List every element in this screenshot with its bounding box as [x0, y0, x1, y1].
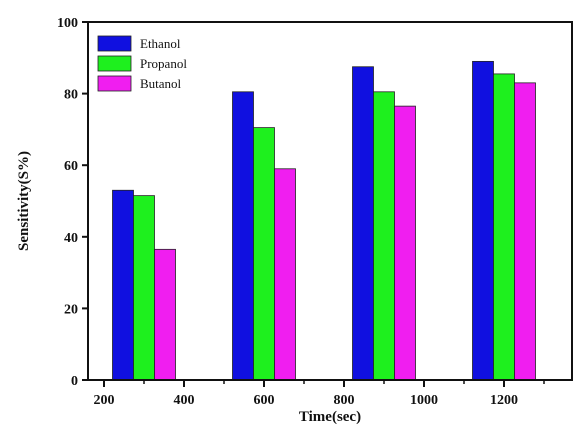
bar-ethanol-900: [352, 66, 374, 381]
bar-propanol-1200: [493, 73, 515, 381]
bar-propanol-900: [373, 91, 395, 381]
bars-group: [112, 60, 536, 381]
x-tick-label-1200: 1200: [490, 393, 518, 408]
y-axis-label: Sensitivity(S%): [16, 151, 32, 251]
bar-butanol-600: [274, 168, 296, 381]
axes-group: [87, 21, 573, 381]
legend-swatch-butanol: [97, 75, 132, 92]
legend-label-propanol: Propanol: [140, 56, 187, 71]
x-axis-label: Time(sec): [299, 409, 361, 425]
legend-swatch-ethanol: [97, 35, 132, 52]
y-tick-label-80: 80: [64, 88, 78, 103]
bar-ethanol-1200: [472, 60, 494, 381]
ticks-group: 0 20 40 60 80 100 200 400 600 800 1000 1200: [57, 16, 545, 408]
bar-butanol-300: [154, 248, 176, 381]
x-tick-label-600: 600: [254, 393, 275, 408]
legend: Ethanol Propanol Butanol: [97, 35, 187, 92]
bar-ethanol-300: [112, 189, 134, 381]
x-tick-label-400: 400: [174, 393, 195, 408]
y-tick-label-60: 60: [64, 159, 78, 174]
bar-propanol-300: [133, 195, 155, 381]
bar-propanol-600: [253, 127, 275, 381]
legend-label-ethanol: Ethanol: [140, 36, 181, 51]
y-tick-label-0: 0: [71, 374, 78, 389]
bar-ethanol-600: [232, 91, 254, 381]
x-tick-label-200: 200: [94, 393, 115, 408]
legend-label-butanol: Butanol: [140, 76, 182, 91]
bar-butanol-900: [394, 105, 416, 381]
y-tick-label-20: 20: [64, 302, 78, 317]
bar-butanol-1200: [514, 82, 536, 381]
y-tick-label-40: 40: [64, 231, 78, 246]
legend-swatch-propanol: [97, 55, 132, 72]
x-tick-label-800: 800: [334, 393, 355, 408]
y-tick-label-100: 100: [57, 16, 78, 31]
x-tick-label-1000: 1000: [410, 393, 438, 408]
plot-frame: [87, 21, 573, 381]
